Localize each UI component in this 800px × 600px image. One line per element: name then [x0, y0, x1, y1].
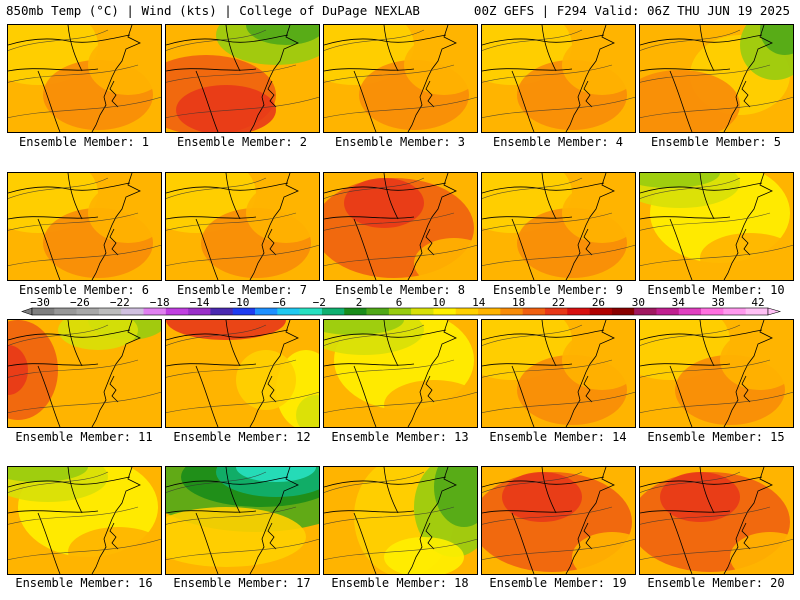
ensemble-map-panel — [481, 319, 636, 428]
colorbar-swatch — [188, 308, 211, 315]
ensemble-member-label: Ensemble Member: 17 — [173, 576, 311, 590]
colorbar-swatch — [121, 308, 144, 315]
ensemble-member-label: Ensemble Member: 6 — [18, 283, 150, 297]
colorbar-swatch — [76, 308, 100, 315]
ensemble-member-label: Ensemble Member: 10 — [647, 283, 785, 297]
ensemble-map-panel — [323, 172, 478, 281]
colorbar-tick-label: 26 — [592, 296, 605, 309]
colorbar-swatch — [723, 308, 746, 315]
colorbar-swatch — [54, 308, 77, 315]
ensemble-map-panel — [481, 466, 636, 575]
ensemble-member-label: Ensemble Member: 2 — [176, 135, 308, 149]
colorbar-tick-label: −6 — [273, 296, 286, 309]
ensemble-member-label: Ensemble Member: 4 — [492, 135, 624, 149]
ensemble-map-panel — [639, 172, 794, 281]
ensemble-member-label: Ensemble Member: 14 — [489, 430, 627, 444]
colorbar-swatch — [321, 308, 345, 315]
colorbar-swatch — [344, 308, 367, 315]
ensemble-map-panel — [323, 319, 478, 428]
ensemble-member-label: Ensemble Member: 3 — [334, 135, 466, 149]
ensemble-map-panel — [639, 24, 794, 133]
colorbar-swatch — [656, 308, 680, 315]
colorbar-swatch — [500, 308, 523, 315]
ensemble-map-panel — [165, 466, 320, 575]
colorbar-swatch — [299, 308, 323, 315]
temperature-colorbar: −30 −26 −22 −18 −14 −10 −6 −2 2 6 10 14 18 22 26 30 34 38… — [21, 296, 782, 316]
colorbar-tick-label: 30 — [632, 296, 645, 309]
colorbar-swatch — [98, 308, 122, 315]
colorbar-tick-label: −14 — [190, 296, 210, 309]
colorbar-swatch — [143, 308, 167, 315]
colorbar-left-arrow — [21, 307, 33, 316]
ensemble-member-label: Ensemble Member: 15 — [647, 430, 785, 444]
ensemble-member-label: Ensemble Member: 20 — [647, 576, 785, 590]
ensemble-map-panel — [639, 466, 794, 575]
colorbar-swatch — [255, 308, 278, 315]
ensemble-member-label: Ensemble Member: 7 — [176, 283, 308, 297]
ensemble-member-label: Ensemble Member: 12 — [173, 430, 311, 444]
ensemble-member-label: Ensemble Member: 1 — [18, 135, 150, 149]
ensemble-member-label: Ensemble Member: 18 — [331, 576, 469, 590]
colorbar-swatch — [455, 308, 479, 315]
colorbar-tick-label: 14 — [472, 296, 486, 309]
colorbar-swatch — [32, 308, 55, 315]
colorbar-tick-label: 42 — [751, 296, 764, 309]
colorbar-swatch — [611, 308, 635, 315]
colorbar-swatch — [165, 308, 189, 315]
colorbar-swatch — [589, 308, 613, 315]
ensemble-map-panel — [7, 319, 162, 428]
ensemble-map-panel — [165, 319, 320, 428]
colorbar-tick-label: 6 — [396, 296, 403, 309]
colorbar-swatch — [544, 308, 568, 315]
colorbar-tick-label: 18 — [512, 296, 525, 309]
colorbar-swatch — [433, 308, 457, 315]
colorbar-tick-label: 10 — [432, 296, 445, 309]
colorbar-tick-label: −26 — [70, 296, 90, 309]
colorbar-swatch — [745, 308, 769, 315]
chart-title: 850mb Temp (°C) | Wind (kts) | College o… — [6, 3, 420, 18]
colorbar-swatch — [678, 308, 702, 315]
colorbar-right-arrow — [767, 307, 782, 316]
ensemble-map-panel — [7, 24, 162, 133]
colorbar-tick-label: 2 — [356, 296, 363, 309]
ensemble-map-panel — [7, 466, 162, 575]
colorbar-swatch — [366, 308, 390, 315]
ensemble-map-panel — [7, 172, 162, 281]
ensemble-map-panel — [323, 466, 478, 575]
colorbar-tick-label: −10 — [230, 296, 250, 309]
colorbar-tick-label: 38 — [711, 296, 724, 309]
colorbar-swatch — [411, 308, 434, 315]
colorbar-swatch — [634, 308, 657, 315]
ensemble-member-label: Ensemble Member: 13 — [331, 430, 469, 444]
colorbar-swatch — [232, 308, 256, 315]
ensemble-map-panel — [165, 24, 320, 133]
ensemble-map-panel — [481, 24, 636, 133]
colorbar-tick-label: 22 — [552, 296, 565, 309]
colorbar-swatch — [478, 308, 501, 315]
ensemble-map-panel — [639, 319, 794, 428]
ensemble-map-panel — [481, 172, 636, 281]
ensemble-member-label: Ensemble Member: 11 — [15, 430, 153, 444]
colorbar-swatch — [388, 308, 412, 315]
colorbar-tick-label: 34 — [672, 296, 686, 309]
colorbar-swatch — [701, 308, 724, 315]
colorbar-tick-label: −22 — [110, 296, 130, 309]
colorbar-swatch — [567, 308, 590, 315]
colorbar-swatch — [522, 308, 546, 315]
colorbar-tick-label: −2 — [313, 296, 326, 309]
ensemble-map-panel — [323, 24, 478, 133]
ensemble-member-label: Ensemble Member: 19 — [489, 576, 627, 590]
ensemble-member-label: Ensemble Member: 9 — [492, 283, 624, 297]
colorbar-swatch — [277, 308, 300, 315]
ensemble-map-panel — [165, 172, 320, 281]
colorbar-tick-label: −18 — [150, 296, 170, 309]
colorbar-swatch — [210, 308, 234, 315]
model-run-info: 00Z GEFS | F294 Valid: 06Z THU JUN 19 20… — [473, 3, 790, 18]
ensemble-member-label: Ensemble Member: 16 — [15, 576, 153, 590]
ensemble-member-label: Ensemble Member: 8 — [334, 283, 466, 297]
colorbar-tick-label: −30 — [30, 296, 50, 309]
ensemble-member-label: Ensemble Member: 5 — [650, 135, 782, 149]
